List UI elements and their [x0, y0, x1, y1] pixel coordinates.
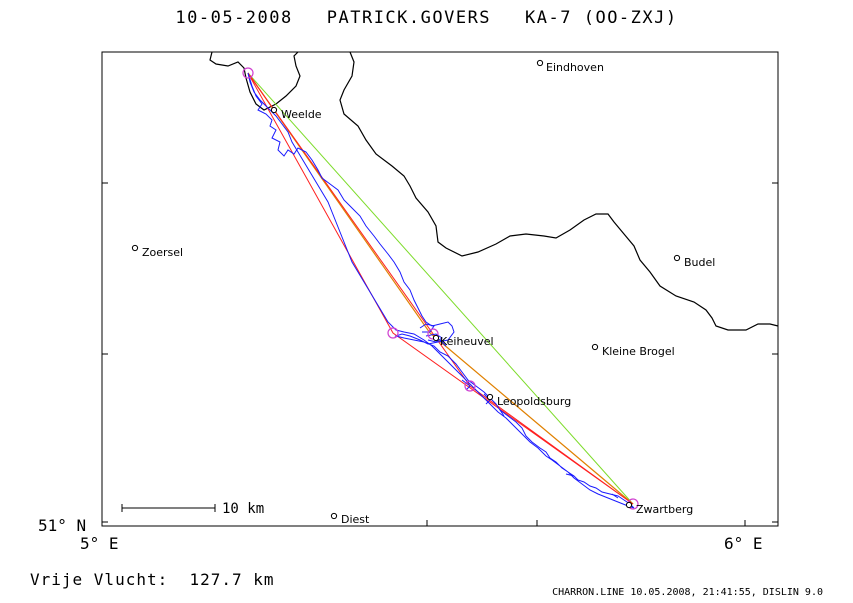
- place-marker-weelde: [270, 106, 278, 114]
- flight-date: 10-05-2008: [175, 8, 293, 28]
- task-leg-green: [247, 72, 634, 505]
- longitude-label-right: 6° E: [724, 534, 763, 553]
- place-label-keiheuvel: Keiheuvel: [440, 335, 494, 348]
- place-label-budel: Budel: [684, 256, 715, 269]
- task-leg-red: [247, 72, 634, 505]
- place-marker-leopoldsburg: [486, 393, 494, 401]
- software-footer: CHARRON.LINE 10.05.2008, 21:41:55, DISLI…: [552, 587, 823, 598]
- place-marker-zwartberg: [625, 501, 633, 509]
- place-label-zwartberg: Zwartberg: [636, 503, 693, 516]
- turnpoint-start: [242, 67, 254, 79]
- place-marker-budel: [673, 254, 681, 262]
- place-marker-eindhoven: [536, 59, 544, 67]
- map-ticks: [101, 182, 778, 526]
- place-marker-zoersel: [131, 244, 139, 252]
- task-leg-orange-2: [429, 332, 634, 505]
- distance-readout: Vrije Vlucht: 127.7 km: [30, 570, 275, 589]
- distance-label: Vrije Vlucht:: [30, 570, 169, 589]
- place-label-kleine-brogel: Kleine Brogel: [602, 345, 675, 358]
- turnpoint-4: [464, 380, 476, 392]
- scale-bar: 10 km: [121, 501, 264, 517]
- latitude-label: 51° N: [38, 516, 86, 535]
- longitude-label-left: 5° E: [80, 534, 119, 553]
- place-label-diest: Diest: [341, 513, 370, 526]
- distance-value: 127.7 km: [189, 570, 275, 589]
- glider-id: KA-7 (OO-ZXJ): [525, 8, 678, 28]
- country-border: [209, 51, 779, 331]
- flight-track: [247, 72, 635, 509]
- place-markers: [131, 59, 681, 520]
- place-label-zoersel: Zoersel: [142, 246, 183, 259]
- map-frame: [101, 51, 779, 527]
- scale-bar-label: 10 km: [222, 501, 264, 517]
- place-label-eindhoven: Eindhoven: [546, 61, 604, 74]
- place-marker-kleine-brogel: [591, 343, 599, 351]
- place-marker-keiheuvel: [432, 334, 440, 342]
- place-label-leopoldsburg: Leopoldsburg: [497, 395, 571, 408]
- turnpoint-markers: [242, 67, 639, 510]
- turnpoint-3: [427, 328, 439, 340]
- chart-title: 10-05-2008 PATRICK.GOVERS KA-7 (OO-ZXJ): [0, 8, 853, 28]
- place-label-weelde: Weelde: [281, 108, 322, 121]
- turnpoint-2: [387, 327, 399, 339]
- place-marker-diest: [330, 512, 338, 520]
- pilot-name: PATRICK.GOVERS: [326, 8, 492, 28]
